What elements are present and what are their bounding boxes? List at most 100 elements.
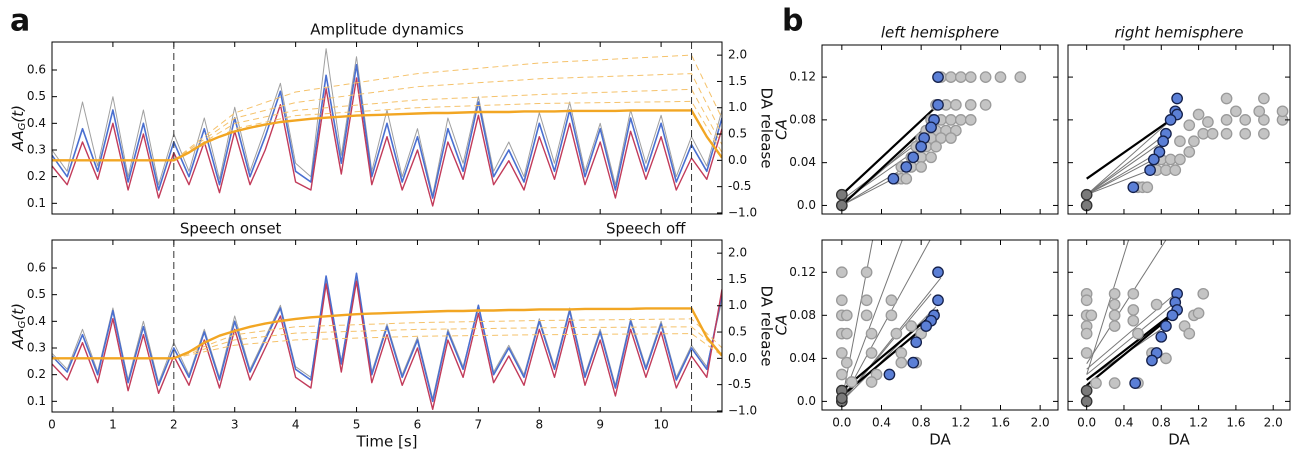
x-tick-label: 9 (596, 418, 604, 432)
y2-tick-label: 1.5 (728, 74, 747, 88)
point (1174, 153, 1186, 166)
dashed-line (173, 73, 722, 161)
point (1147, 153, 1160, 166)
point (1164, 114, 1177, 126)
axes-frame (821, 44, 1059, 215)
axes-frame (1067, 44, 1291, 215)
panel-label: a (10, 4, 30, 39)
point (1239, 127, 1252, 140)
point (1160, 352, 1172, 365)
point (920, 320, 932, 332)
plot-area (52, 272, 722, 410)
point (1157, 135, 1169, 148)
fit-line (1086, 302, 1176, 375)
annotation: Speech off (606, 220, 686, 238)
point (1188, 135, 1200, 148)
fit-line (1086, 314, 1174, 387)
y-tick-label: 0.2 (27, 367, 46, 381)
point (885, 309, 898, 322)
fit-line (1086, 118, 1172, 180)
y2-tick-label: -0.5 (728, 377, 751, 391)
x-tick-label: 1.6 (991, 416, 1010, 430)
x-tick-label: 3 (231, 418, 239, 432)
point (950, 99, 962, 111)
point (890, 327, 903, 340)
series-line (52, 272, 722, 403)
y-tick-label: 0.08 (789, 112, 816, 126)
point (840, 327, 853, 340)
y-tick-label: 0.5 (27, 89, 46, 103)
point (1253, 105, 1266, 118)
y2-axis-label: DA release (758, 87, 776, 168)
x-tick-label: 6 (414, 418, 422, 432)
dashed-line (173, 333, 722, 359)
y2-tick-label: 2.0 (728, 246, 747, 260)
axes-frame (51, 41, 723, 215)
point (1169, 164, 1182, 176)
point (883, 368, 896, 381)
y2-tick-label: 1.0 (728, 100, 747, 114)
point (885, 294, 898, 307)
fit-line (1086, 169, 1151, 196)
y-tick-label: 0.12 (789, 265, 816, 279)
x-axis-label: DA (929, 431, 951, 449)
point (1174, 135, 1186, 148)
plot-area (835, 71, 1027, 212)
point (1080, 347, 1093, 359)
point (964, 71, 977, 83)
fit-line (1086, 240, 1167, 364)
series-line (52, 63, 722, 199)
x-tick-label: 0.4 (872, 416, 891, 430)
point (932, 99, 944, 111)
point (979, 71, 992, 83)
x-tick-label: 8 (535, 418, 543, 432)
point (1220, 92, 1233, 105)
fit-line (1086, 133, 1167, 196)
point (1220, 127, 1233, 140)
point (860, 294, 873, 307)
point (1155, 330, 1168, 343)
point (994, 71, 1007, 83)
y-axis-label: AAG(t) (9, 105, 29, 152)
dashed-line (173, 326, 722, 359)
fit-line (841, 306, 937, 402)
x-axis-label: DA (1168, 431, 1190, 449)
y-axis-label: AAG(t) (9, 303, 29, 350)
y-tick-label: 0.2 (27, 169, 46, 183)
point (900, 161, 913, 173)
x-tick-label: 0.8 (1152, 416, 1171, 430)
y-axis-label-part: AA (9, 130, 27, 152)
series-line (52, 109, 722, 162)
point (1183, 327, 1196, 340)
y-tick-label: 0.3 (27, 143, 46, 157)
point (1171, 92, 1183, 105)
point (1197, 287, 1210, 300)
point (905, 320, 918, 332)
fit-line (1086, 151, 1160, 196)
plot-area (1080, 240, 1210, 408)
point (907, 151, 920, 164)
point (1014, 71, 1027, 83)
point (860, 266, 873, 279)
x-tick-label: 7 (475, 418, 483, 432)
point (1127, 304, 1140, 316)
x-tick-label: 2 (170, 418, 178, 432)
plot-area (52, 48, 722, 207)
point (1080, 384, 1093, 397)
point (907, 356, 920, 369)
point (1239, 114, 1252, 126)
y2-tick-label: -0.5 (728, 179, 751, 193)
fit-line (841, 137, 925, 201)
point (1220, 114, 1233, 126)
point (865, 376, 878, 388)
point (910, 336, 923, 349)
point (925, 121, 937, 134)
point (964, 114, 977, 126)
y2-tick-label: 0.5 (728, 127, 747, 141)
point (1127, 181, 1140, 194)
y-tick-label: 0.5 (27, 287, 46, 301)
chart-title: left hemisphere (881, 24, 999, 42)
point (954, 114, 967, 126)
point (1276, 105, 1289, 118)
point (865, 327, 878, 340)
